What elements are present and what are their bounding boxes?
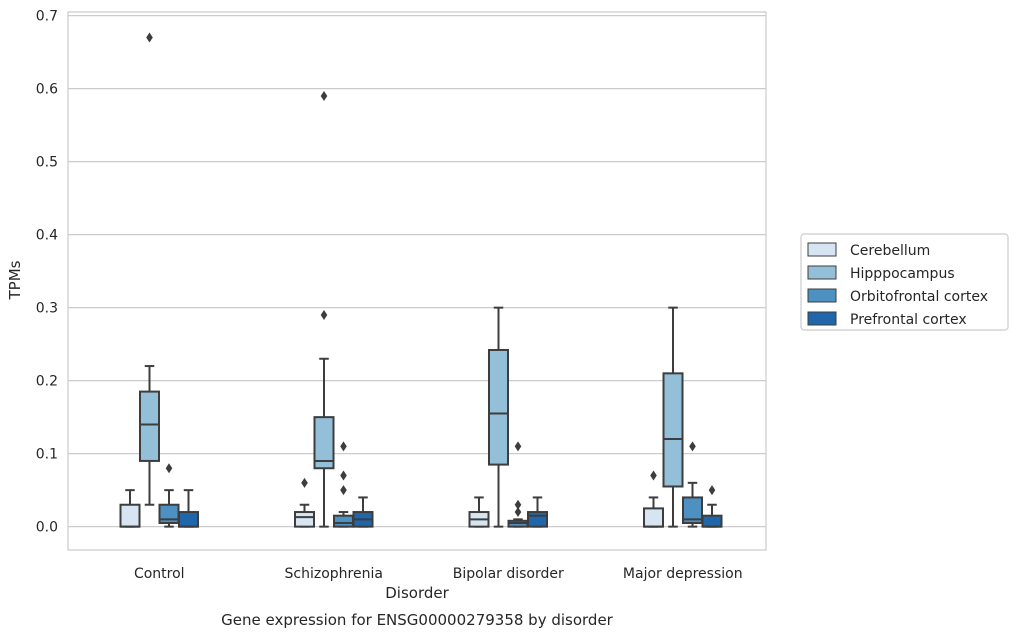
box-iqr [682, 496, 703, 524]
y-tick-label: 0.7 [36, 9, 58, 25]
box-hipppocampus [139, 32, 160, 506]
y-tick-label: 0.4 [36, 228, 58, 244]
outlier-point [650, 470, 657, 481]
outlier-point [340, 485, 347, 496]
box-orbitofrontal-cortex [158, 463, 180, 528]
outlier-point [514, 441, 522, 452]
gridlines [68, 15, 766, 528]
box-hipppocampus [662, 306, 684, 528]
box-groups [119, 32, 723, 528]
box-prefrontal-cortex [352, 496, 374, 528]
legend-label: Prefrontal cortex [850, 312, 967, 328]
outlier-point [340, 470, 347, 481]
legend-swatch [807, 265, 837, 280]
legend-label: Hipppocampus [850, 266, 955, 282]
box-orbitofrontal-cortex [682, 441, 703, 528]
box-iqr [643, 507, 664, 528]
outlier-point [165, 463, 173, 474]
box-iqr [294, 511, 315, 528]
outlier-point [146, 32, 153, 43]
box-prefrontal-cortex [527, 496, 548, 528]
box-hipppocampus [488, 306, 509, 528]
y-tick-label: 0.0 [36, 520, 58, 536]
box-prefrontal-cortex [178, 489, 199, 528]
box-cerebellum [119, 489, 141, 528]
x-tick-label: Schizophrenia [285, 566, 383, 582]
y-tick-label: 0.6 [36, 82, 58, 98]
outlier-point [514, 499, 522, 510]
y-axis-ticks: 0.0 0.1 0.2 0.3 0.4 0.5 0.6 0.7 [36, 9, 58, 536]
outlier-point [689, 441, 696, 452]
box-cerebellum [294, 477, 315, 528]
legend: Cerebellum Hipppocampus Orbitofrontal cort… [800, 233, 1009, 331]
y-tick-label: 0.3 [36, 301, 58, 317]
legend-label: Orbitofrontal cortex [850, 289, 988, 305]
x-tick-label: Bipolar disorder [453, 566, 564, 582]
box-hipppocampus [313, 90, 335, 528]
box-iqr [527, 511, 548, 528]
legend-swatch [807, 242, 837, 257]
chart-caption: Gene expression for ENSG00000279358 by d… [221, 611, 614, 629]
x-axis-ticks: Control Schizophrenia Bipolar disorder Majo… [134, 566, 743, 582]
box-iqr [333, 514, 354, 528]
box-iqr [662, 372, 684, 488]
legend-label: Cerebellum [850, 243, 930, 259]
y-tick-label: 0.5 [36, 155, 58, 171]
x-axis-label: Disorder [385, 584, 449, 602]
box-iqr [178, 511, 199, 528]
legend-frame [800, 233, 1009, 331]
box-cerebellum [643, 470, 664, 528]
box-iqr [139, 390, 160, 462]
y-axis-label: TPMs [6, 260, 24, 300]
box-iqr [701, 514, 723, 528]
outlier-point [340, 441, 347, 452]
outlier-point [301, 477, 308, 488]
outlier-point [320, 309, 328, 320]
box-iqr [488, 348, 509, 466]
plot-area [67, 11, 767, 551]
x-tick-label: Major depression [623, 566, 743, 582]
outlier-point [320, 90, 328, 101]
legend-swatch [807, 288, 837, 303]
y-tick-label: 0.1 [36, 447, 58, 463]
y-tick-label: 0.2 [36, 374, 58, 390]
box-prefrontal-cortex [701, 485, 723, 528]
box-iqr [313, 416, 335, 470]
legend-swatch [807, 311, 837, 326]
box-cerebellum [468, 496, 490, 528]
box-iqr [119, 503, 141, 528]
outlier-point [708, 485, 716, 496]
x-tick-label: Control [134, 566, 185, 582]
outlier-point [514, 507, 522, 518]
